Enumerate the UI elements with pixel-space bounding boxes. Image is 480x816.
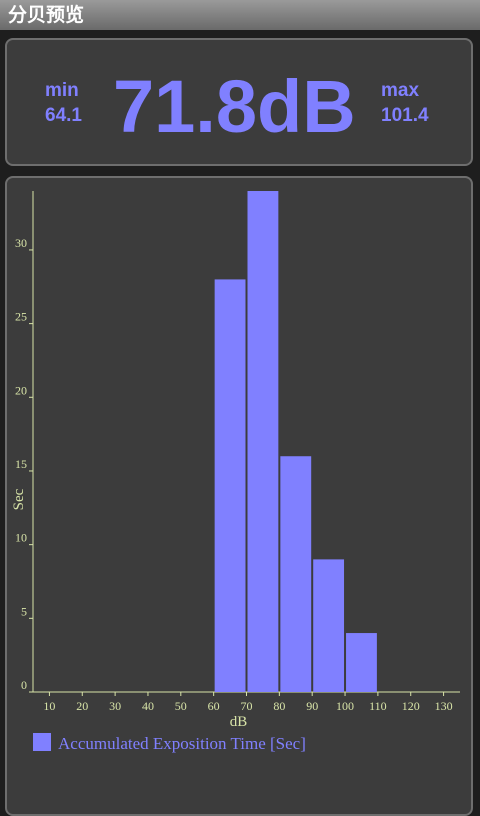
bar	[214, 279, 246, 692]
min-label: min	[45, 80, 79, 101]
title-bar: 分贝预览	[0, 0, 480, 30]
legend-swatch	[33, 733, 51, 751]
x-tick-label: 120	[402, 699, 420, 713]
y-tick-label: 0	[21, 678, 27, 692]
x-tick-label: 100	[336, 699, 354, 713]
max-label: max	[381, 80, 420, 101]
max-value: 101.4	[381, 105, 429, 126]
x-tick-label: 110	[369, 699, 387, 713]
readout-panel: min 64.1 71.8dB max 101.4	[5, 38, 473, 166]
bar	[313, 559, 345, 692]
bar	[280, 456, 312, 692]
y-tick-label: 25	[15, 310, 27, 324]
y-tick-label: 10	[15, 531, 27, 545]
x-tick-label: 30	[109, 699, 121, 713]
x-tick-label: 40	[142, 699, 154, 713]
x-tick-label: 20	[76, 699, 88, 713]
app-title: 分贝预览	[8, 4, 85, 26]
min-value: 64.1	[45, 105, 82, 126]
bar	[247, 191, 279, 692]
x-tick-label: 70	[241, 699, 253, 713]
x-tick-label: 80	[273, 699, 285, 713]
x-tick-label: 90	[306, 699, 318, 713]
y-tick-label: 5	[21, 604, 27, 618]
bar	[346, 633, 377, 692]
current-value: 71.8dB	[113, 65, 356, 148]
legend-label: Accumulated Exposition Time [Sec]	[58, 734, 306, 753]
y-tick-label: 15	[15, 457, 27, 471]
y-tick-label: 20	[15, 383, 27, 397]
x-tick-label: 50	[175, 699, 187, 713]
x-tick-label: 130	[435, 699, 453, 713]
x-tick-label: 60	[208, 699, 220, 713]
y-tick-label: 30	[15, 236, 27, 250]
y-axis-label: Sec	[11, 488, 27, 510]
x-tick-label: 10	[43, 699, 55, 713]
x-axis-label: dB	[230, 714, 248, 730]
